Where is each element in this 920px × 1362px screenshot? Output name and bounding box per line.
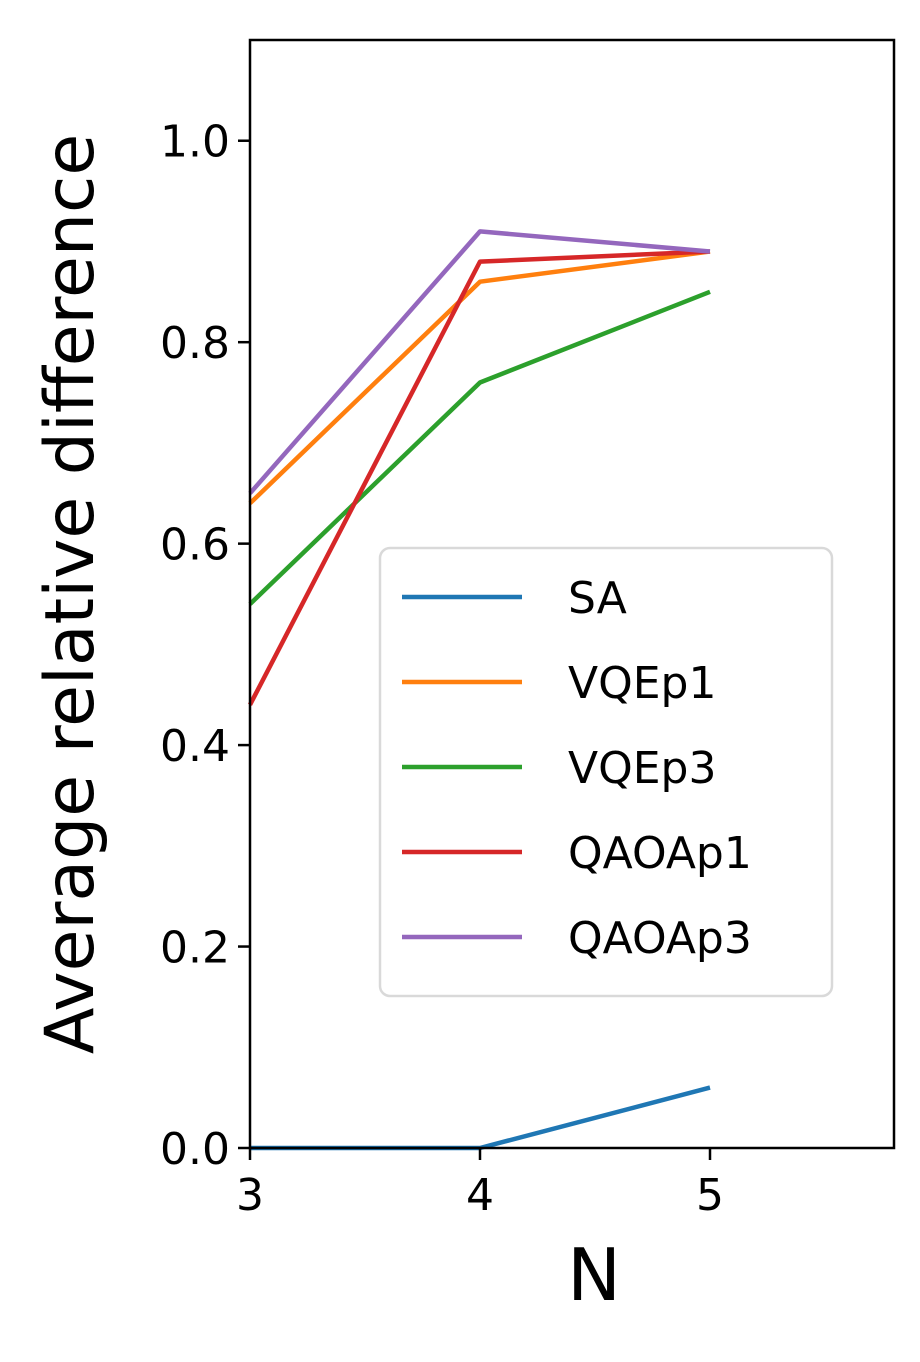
series-line-qaoap3 <box>248 229 711 495</box>
series-layer <box>248 229 711 1151</box>
plot-area-frame <box>248 38 896 1150</box>
axis-ticks: 3 4 5 0.0 0.2 0.4 0.6 0.8 1.0 <box>160 117 724 1221</box>
legend-label-sa: SA <box>568 573 627 624</box>
series-line-qaoap1 <box>248 249 711 706</box>
legend-label-vqep1: VQEp1 <box>568 658 716 709</box>
legend-label-vqep3: VQEp3 <box>568 743 716 794</box>
y-tick-label: 1.0 <box>160 117 230 168</box>
x-tick-label: 3 <box>236 1170 264 1221</box>
legend: SA VQEp1 VQEp3 QAOAp1 QAOAp3 <box>378 546 834 998</box>
y-tick-label: 0.8 <box>160 318 230 369</box>
legend-label-qaoap1: QAOAp1 <box>568 828 752 879</box>
series-line-sa <box>250 1085 711 1151</box>
y-tick-label: 0.4 <box>160 721 230 772</box>
y-tick-label: 0.6 <box>160 520 230 571</box>
y-tick-label: 0.0 <box>160 1124 230 1175</box>
legend-frame <box>378 546 834 998</box>
series-line-vqep3 <box>248 289 711 606</box>
x-axis-title: N <box>567 1233 621 1317</box>
y-axis-title: Average relative difference <box>31 134 110 1054</box>
legend-label-qaoap3: QAOAp3 <box>568 913 752 964</box>
x-tick-label: 5 <box>696 1170 724 1221</box>
y-tick-label: 0.2 <box>160 923 230 974</box>
x-tick-label: 4 <box>466 1170 494 1221</box>
series-line-vqep1 <box>248 249 711 505</box>
